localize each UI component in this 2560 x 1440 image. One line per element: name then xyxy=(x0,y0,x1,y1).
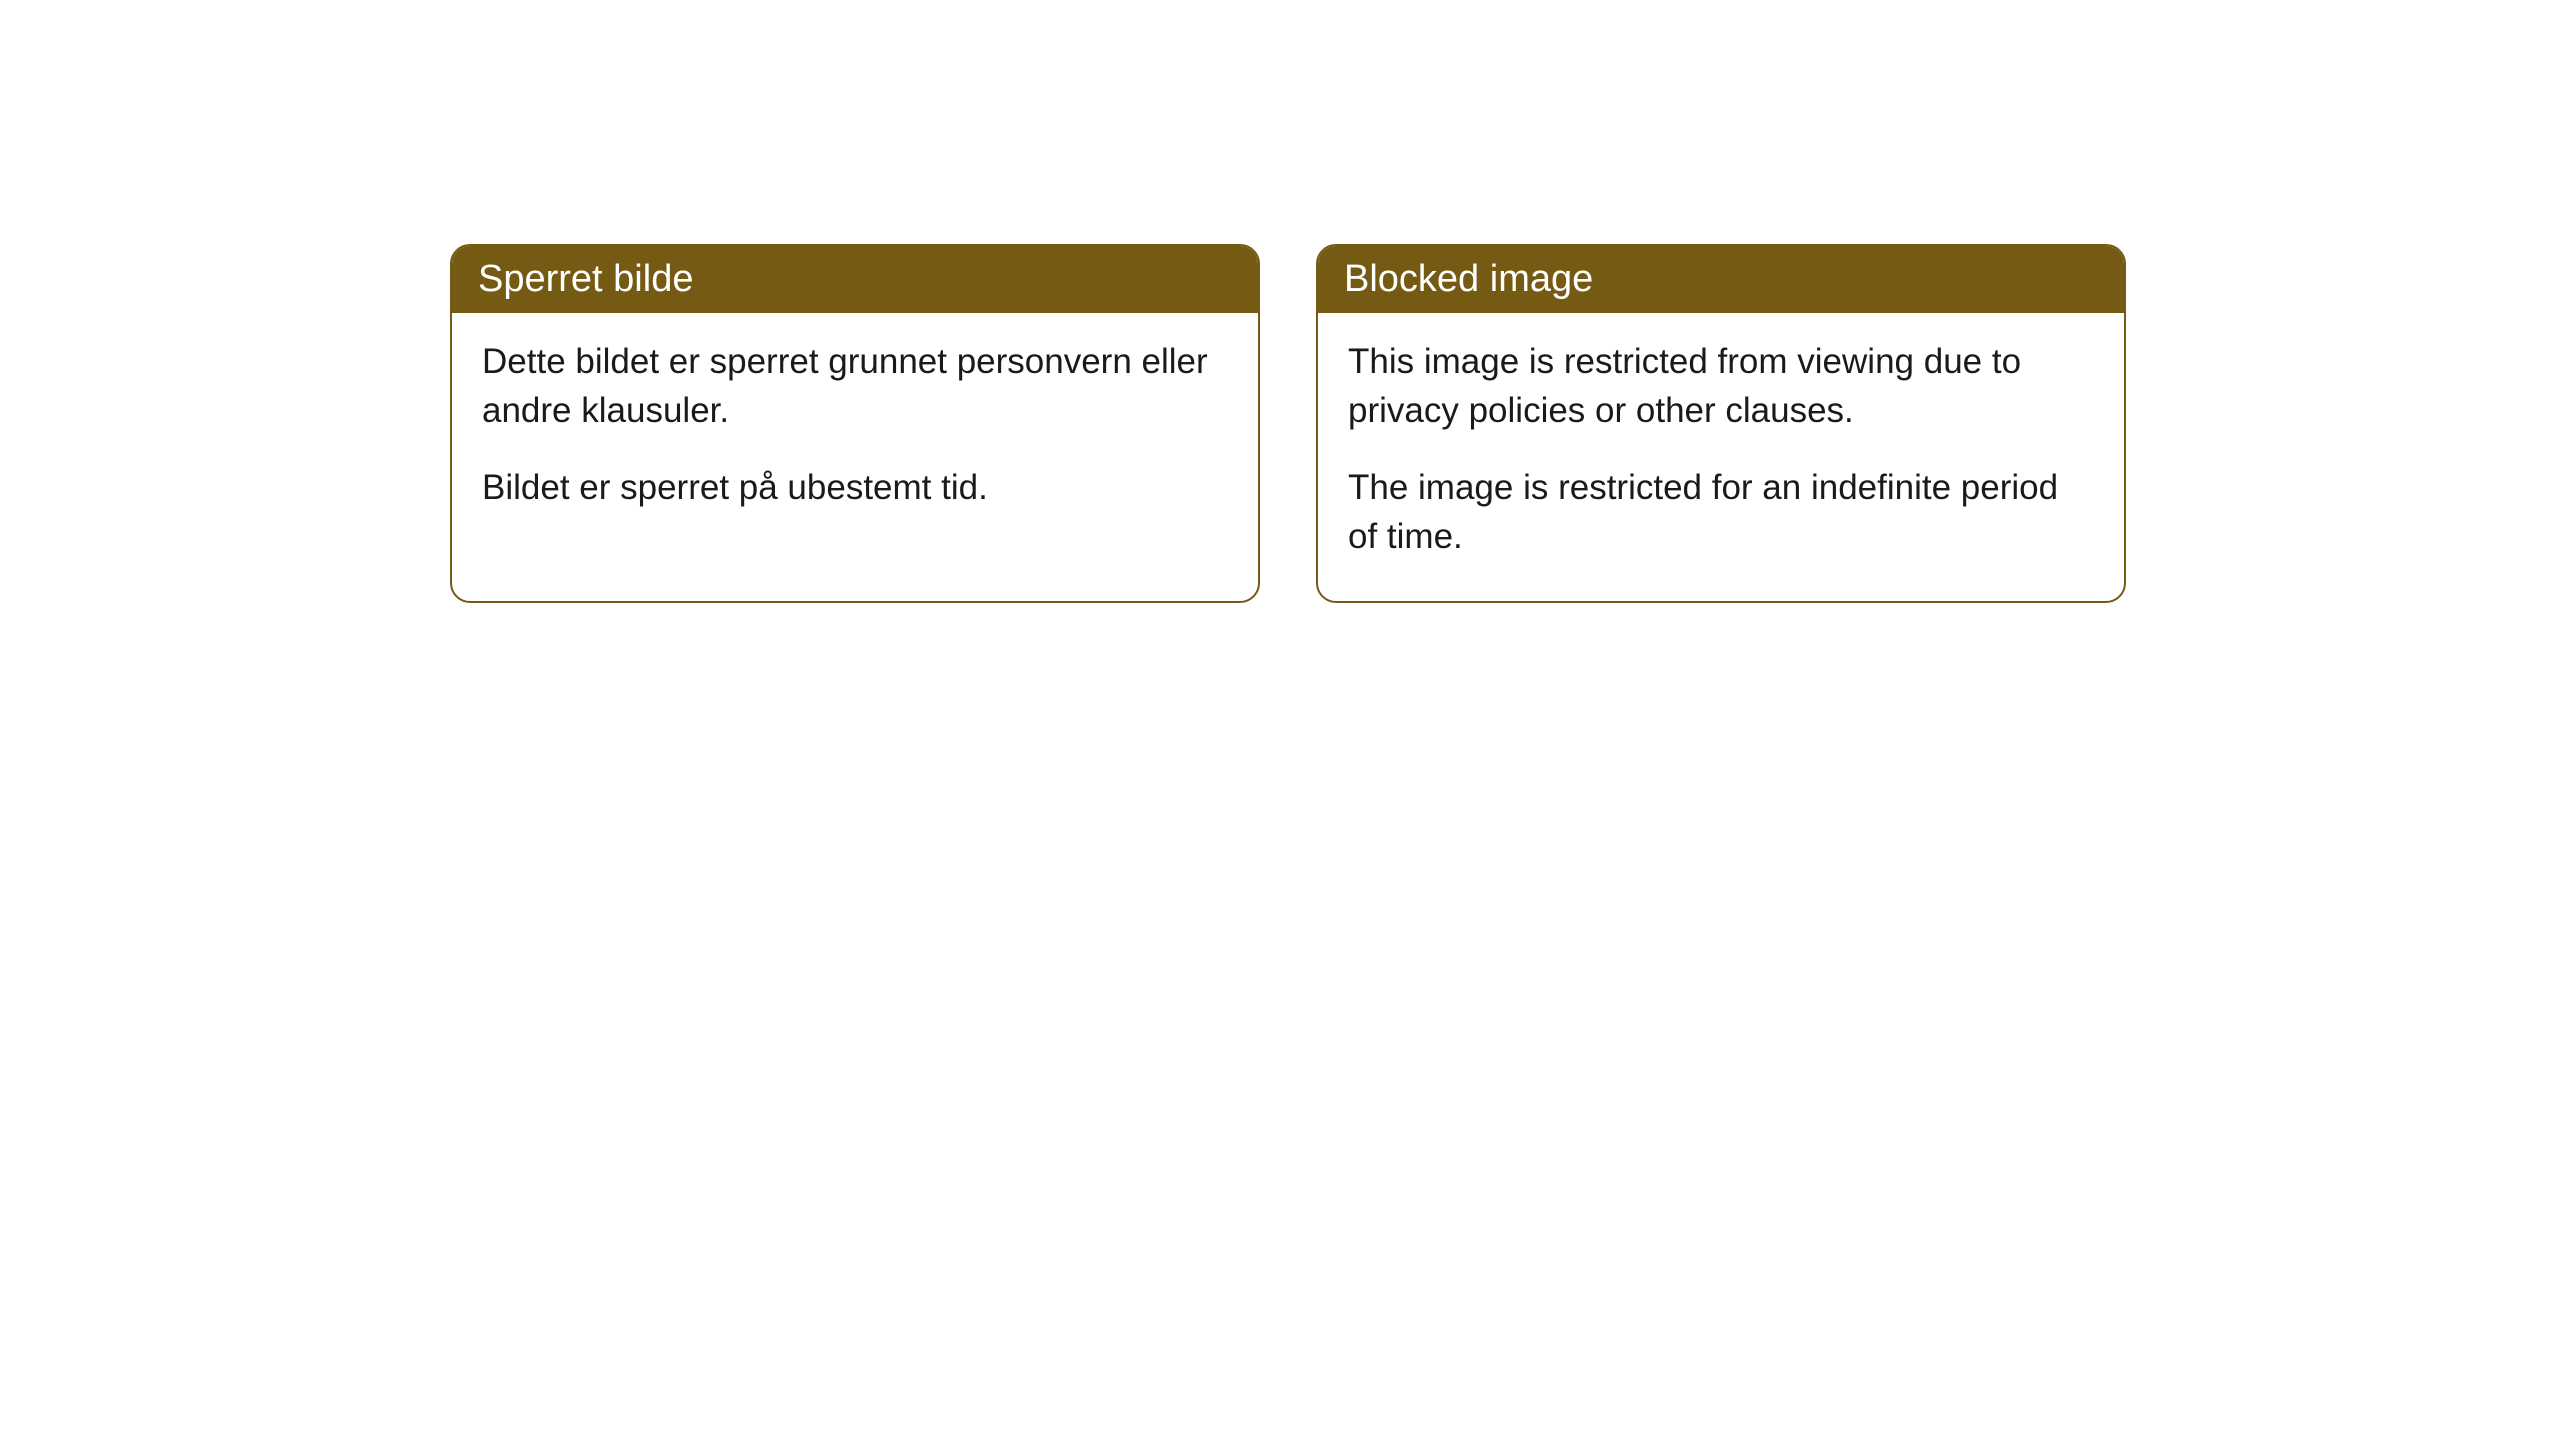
notice-card-english: Blocked image This image is restricted f… xyxy=(1316,244,2126,603)
card-header-text: Blocked image xyxy=(1344,258,1593,300)
notice-cards-container: Sperret bilde Dette bildet er sperret gr… xyxy=(450,244,2126,603)
card-body: Dette bildet er sperret grunnet personve… xyxy=(452,313,1258,552)
card-paragraph: Dette bildet er sperret grunnet personve… xyxy=(482,337,1228,435)
notice-card-norwegian: Sperret bilde Dette bildet er sperret gr… xyxy=(450,244,1260,603)
card-paragraph: This image is restricted from viewing du… xyxy=(1348,337,2094,435)
card-header-text: Sperret bilde xyxy=(478,258,693,300)
card-paragraph: Bildet er sperret på ubestemt tid. xyxy=(482,463,1228,512)
card-header: Blocked image xyxy=(1318,246,2124,313)
card-body: This image is restricted from viewing du… xyxy=(1318,313,2124,601)
card-header: Sperret bilde xyxy=(452,246,1258,313)
card-paragraph: The image is restricted for an indefinit… xyxy=(1348,463,2094,561)
